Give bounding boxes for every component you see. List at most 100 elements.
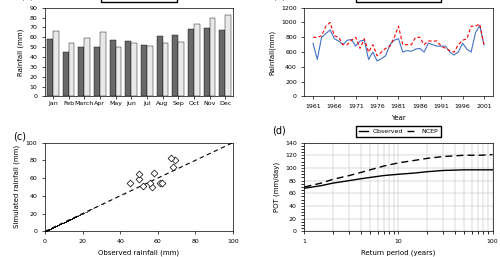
Observed bbox=[323, 32, 329, 35]
Point bbox=[42, 228, 50, 233]
Point bbox=[46, 227, 54, 231]
Point bbox=[52, 224, 60, 228]
Point bbox=[43, 228, 51, 233]
Point bbox=[42, 229, 50, 233]
Point bbox=[58, 222, 66, 226]
Point bbox=[42, 229, 50, 233]
Point bbox=[43, 228, 51, 233]
Point bbox=[53, 224, 61, 228]
Point bbox=[48, 226, 56, 230]
Point bbox=[42, 229, 50, 233]
Point bbox=[48, 226, 56, 230]
Point bbox=[44, 228, 52, 232]
Point bbox=[43, 228, 51, 232]
Point bbox=[45, 227, 53, 232]
Point bbox=[49, 225, 57, 230]
Point bbox=[44, 228, 52, 232]
Point bbox=[49, 225, 57, 230]
Point bbox=[44, 228, 52, 232]
Point bbox=[42, 229, 50, 233]
Point bbox=[42, 229, 50, 233]
Point bbox=[71, 215, 79, 219]
Point bbox=[56, 222, 64, 226]
Point bbox=[150, 171, 158, 175]
Point bbox=[46, 227, 54, 231]
Point bbox=[46, 227, 54, 231]
Point bbox=[50, 225, 58, 230]
Point bbox=[43, 228, 51, 233]
Point bbox=[41, 229, 49, 233]
Point bbox=[44, 228, 52, 232]
Point bbox=[58, 221, 66, 225]
Point bbox=[56, 222, 64, 226]
Point bbox=[48, 226, 56, 230]
Point bbox=[44, 228, 52, 232]
Point bbox=[46, 227, 54, 231]
Point bbox=[42, 229, 50, 233]
Point bbox=[57, 222, 65, 226]
Point bbox=[46, 227, 54, 231]
Point bbox=[42, 229, 50, 233]
Point bbox=[46, 227, 54, 231]
Point bbox=[60, 220, 68, 224]
Point bbox=[46, 227, 54, 231]
Point bbox=[46, 227, 54, 231]
Point bbox=[48, 226, 56, 230]
Point bbox=[42, 229, 50, 233]
Point bbox=[46, 227, 54, 231]
Point bbox=[44, 227, 52, 232]
Point bbox=[41, 229, 49, 233]
Y-axis label: Rainfall(mm): Rainfall(mm) bbox=[269, 30, 276, 75]
Point bbox=[46, 227, 54, 231]
Point bbox=[68, 217, 76, 221]
Point bbox=[45, 227, 53, 232]
Point bbox=[44, 228, 52, 232]
Point bbox=[48, 226, 56, 230]
Point bbox=[48, 226, 56, 230]
Point bbox=[44, 228, 52, 232]
Point bbox=[52, 224, 60, 228]
Point bbox=[62, 219, 70, 224]
Point bbox=[42, 228, 50, 233]
Point bbox=[41, 229, 49, 233]
Point bbox=[54, 223, 62, 227]
Point bbox=[61, 220, 69, 224]
Point bbox=[53, 224, 61, 228]
Point bbox=[42, 229, 50, 233]
Point bbox=[42, 229, 50, 233]
Point bbox=[52, 224, 60, 228]
NCEP bbox=[382, 47, 388, 50]
Point bbox=[46, 227, 54, 231]
Point bbox=[52, 224, 60, 228]
Point bbox=[60, 220, 68, 224]
Point bbox=[44, 228, 52, 232]
Point bbox=[42, 228, 50, 233]
Point bbox=[56, 223, 64, 227]
Point bbox=[41, 229, 49, 233]
Point bbox=[68, 217, 76, 221]
Point bbox=[42, 228, 50, 233]
Point bbox=[56, 222, 64, 226]
Point bbox=[45, 227, 53, 231]
Point bbox=[46, 227, 54, 231]
Point bbox=[42, 228, 50, 233]
Point bbox=[43, 228, 51, 232]
Point bbox=[50, 225, 58, 229]
Point bbox=[92, 205, 100, 209]
Point bbox=[50, 225, 58, 229]
NCEP bbox=[362, 37, 368, 40]
Point bbox=[42, 229, 50, 233]
Point bbox=[42, 229, 50, 233]
Y-axis label: Rainfall (mm): Rainfall (mm) bbox=[18, 28, 24, 76]
Point bbox=[60, 221, 68, 225]
Point bbox=[48, 226, 56, 230]
Point bbox=[66, 218, 74, 222]
Point bbox=[44, 228, 52, 232]
Point bbox=[42, 229, 50, 233]
Point bbox=[66, 218, 74, 222]
Point bbox=[42, 229, 50, 233]
Point bbox=[54, 223, 62, 227]
Point bbox=[68, 216, 76, 220]
Point bbox=[65, 218, 73, 222]
Point bbox=[57, 222, 65, 226]
